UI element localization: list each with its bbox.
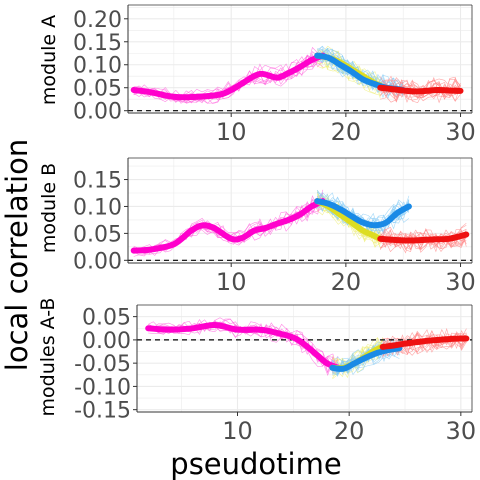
- series-line-red: [377, 231, 470, 244]
- series-line-magenta: [145, 321, 341, 371]
- thin-trace-magenta: [133, 55, 324, 100]
- x-tick-label: 30: [445, 118, 476, 146]
- plot-area: [128, 45, 472, 112]
- y-tick-label: 0.10: [73, 195, 122, 220]
- series-line-red: [377, 84, 464, 95]
- y-tick-label: 0.00: [82, 329, 131, 354]
- series-line-magenta: [130, 198, 326, 254]
- x-tick-label: 30: [446, 417, 477, 445]
- thin-traces: [133, 189, 467, 257]
- x-tick-label: 20: [331, 268, 362, 296]
- thin-trace-magenta: [133, 46, 323, 98]
- plot-area: [137, 317, 472, 380]
- x-tick-label: 20: [331, 118, 362, 146]
- y-tick-label: 0.20: [73, 8, 122, 33]
- y-tick-label: -0.10: [74, 375, 131, 400]
- y-tick-label: -0.05: [74, 352, 131, 377]
- y-tick-label: 0.00: [73, 249, 122, 274]
- x-tick-label: 20: [334, 417, 365, 445]
- y-tick-label: 0.05: [73, 77, 122, 102]
- x-tick-label: 10: [216, 268, 247, 296]
- series-line-blue: [329, 345, 403, 372]
- grid: [128, 5, 472, 113]
- y-tick-label: 0.00: [73, 100, 122, 125]
- y-tick-label: 0.15: [73, 31, 122, 56]
- thin-trace-magenta: [133, 197, 324, 253]
- shared-y-axis-label: local correlation: [0, 139, 34, 371]
- series-line-magenta: [130, 52, 326, 101]
- y-tick-label: 0.15: [73, 169, 122, 194]
- x-tick-label: 30: [445, 268, 476, 296]
- y-tick-label: -0.15: [74, 399, 131, 424]
- thin-trace-magenta: [133, 195, 324, 253]
- panel-y-axis-label: modules A-B: [37, 298, 59, 417]
- plot-area: [128, 189, 472, 261]
- y-tick-label: 0.10: [73, 54, 122, 79]
- thin-trace-blue: [316, 189, 410, 228]
- grid: [137, 304, 472, 412]
- thin-trace-magenta: [133, 192, 324, 250]
- panel-3: 10 20 30 -0.15-0.10-0.050.000.05 modules A-B: [37, 298, 476, 445]
- panel-1: 10 20 30 0.000.050.100.150.20 module A: [38, 4, 476, 146]
- thin-trace-blue: [317, 50, 404, 100]
- thin-trace-red: [380, 84, 461, 98]
- x-tick-label: 10: [222, 417, 253, 445]
- y-tick-label: 0.05: [82, 306, 131, 331]
- shared-x-axis-label: pseudotime: [170, 447, 341, 480]
- panel-y-axis-label: module A: [38, 15, 60, 105]
- panel-2: 10 20 30 0.000.050.100.15 module B: [38, 157, 476, 296]
- x-tick-label: 10: [216, 118, 247, 146]
- series-line-red: [379, 335, 470, 350]
- y-tick-label: 0.05: [73, 222, 122, 247]
- series-line-blue: [314, 198, 412, 229]
- panel-y-axis-label: module B: [38, 163, 60, 253]
- thin-trace-red: [380, 226, 467, 245]
